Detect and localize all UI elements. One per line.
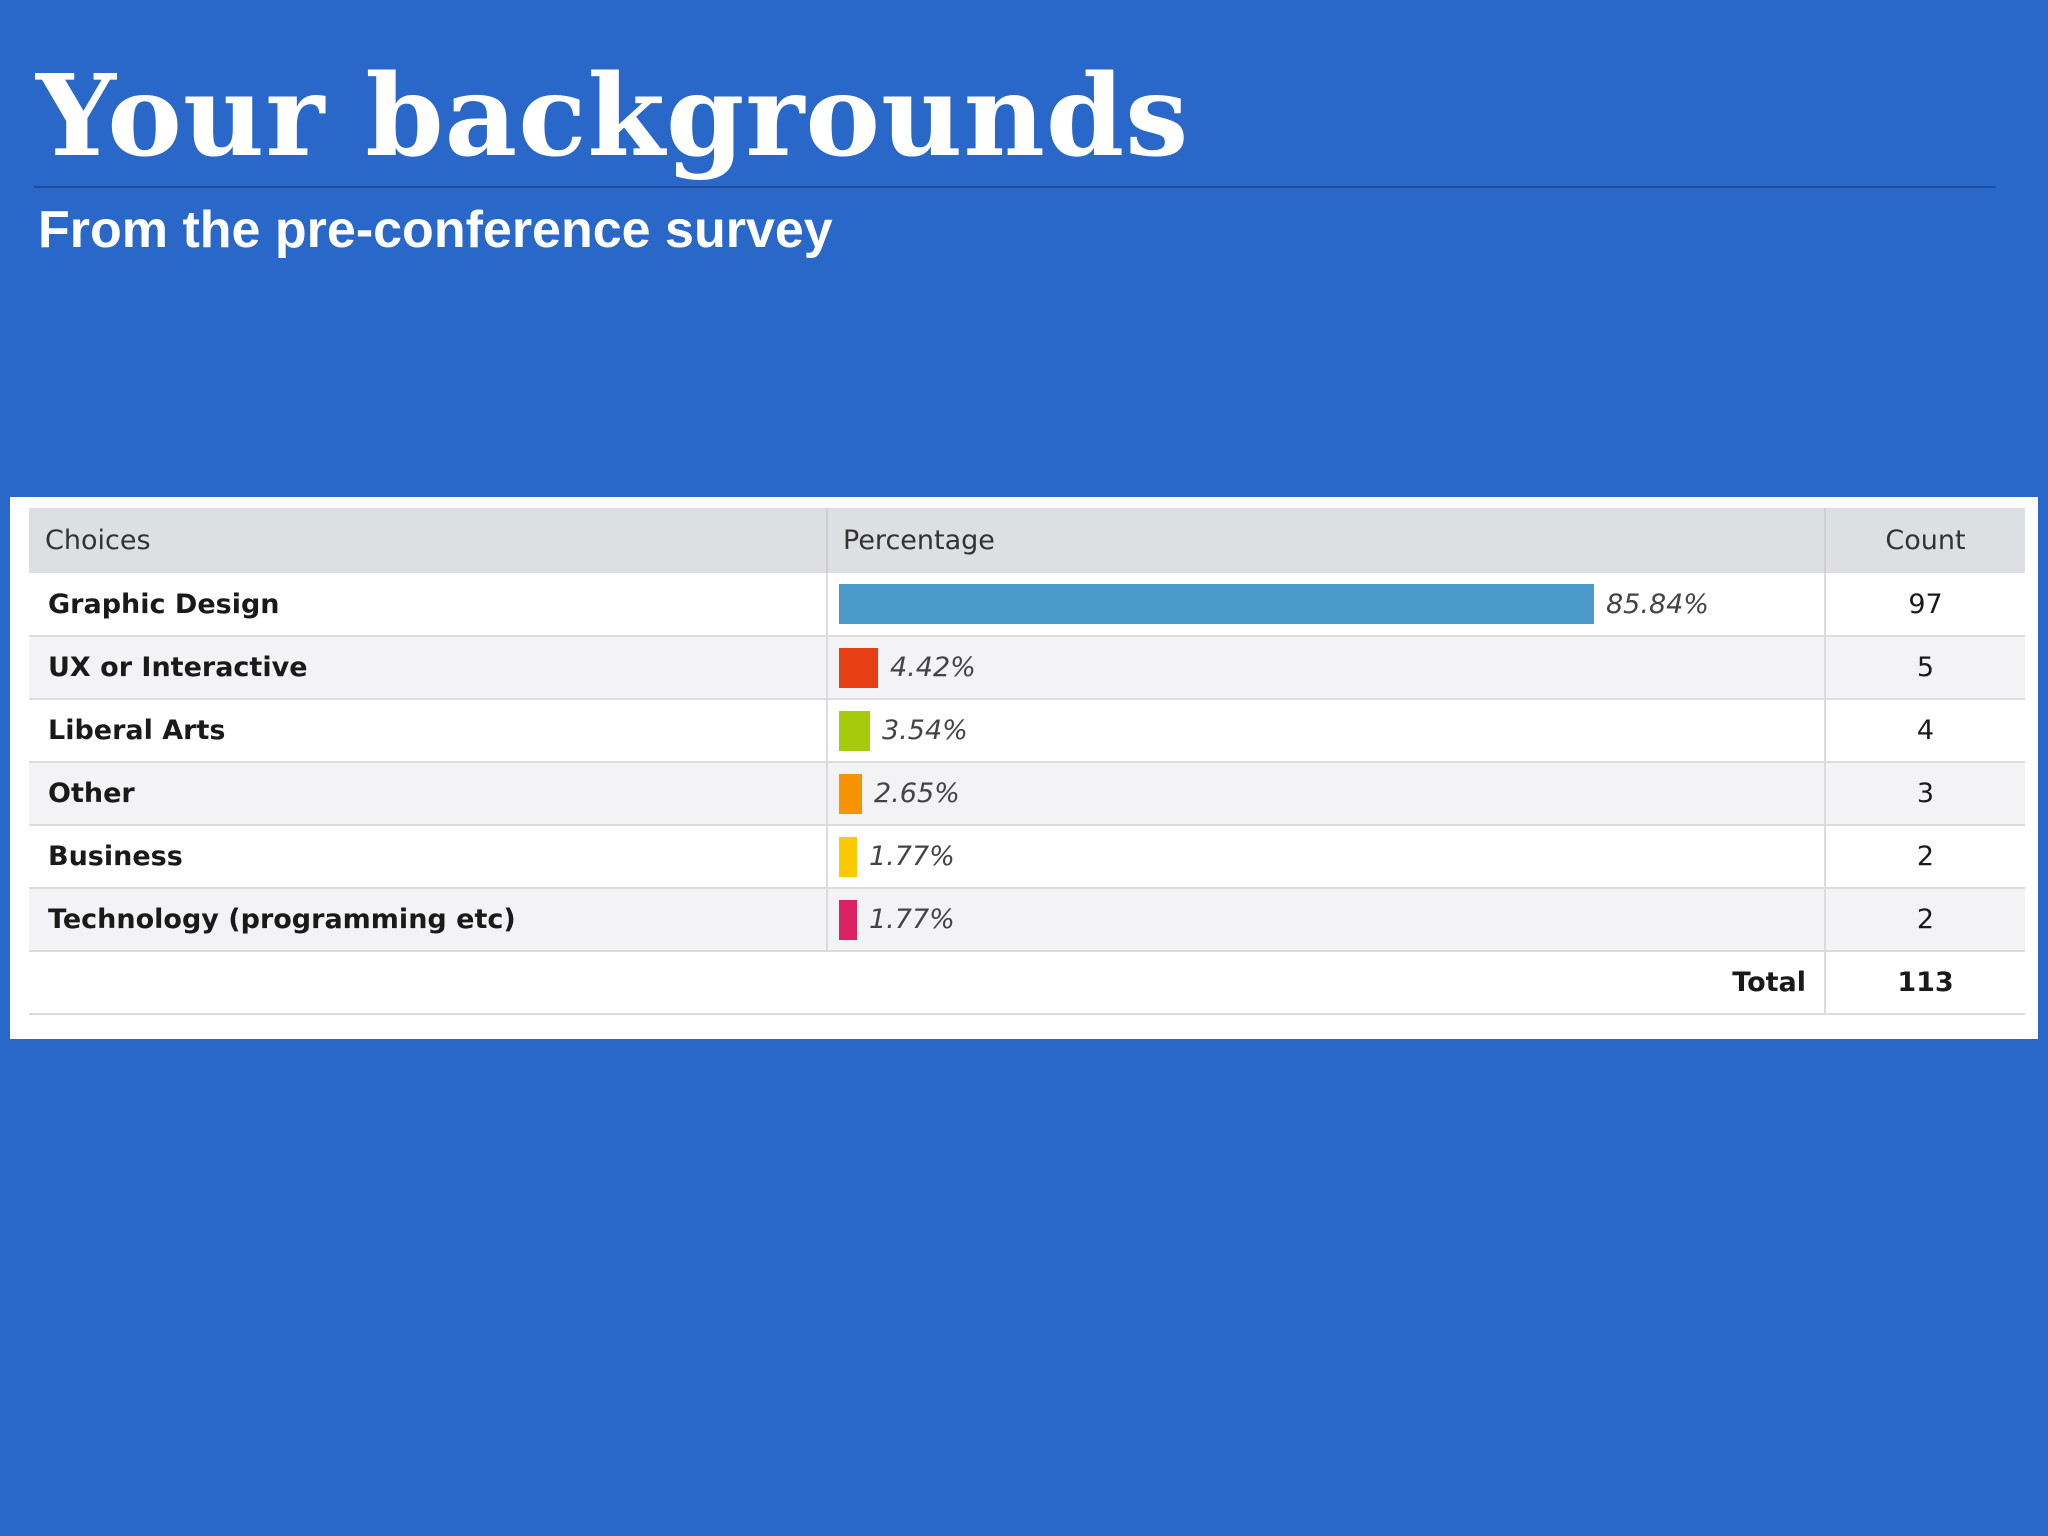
percentage-label: 2.65% — [874, 778, 960, 809]
percentage-label: 1.77% — [869, 841, 955, 872]
percentage-bar — [839, 647, 878, 688]
percentage-cell: 3.54% — [826, 699, 1825, 763]
percentage-bar-group: 3.54% — [839, 710, 1824, 751]
table-row: Business 1.77% 2 — [29, 825, 2025, 889]
header-percentage: Percentage — [826, 508, 1825, 573]
percentage-bar — [839, 773, 862, 814]
choice-label: Graphic Design — [29, 573, 827, 637]
percentage-bar-group: 85.84% — [839, 584, 1824, 624]
table-row: Other 2.65% 3 — [29, 762, 2025, 826]
percentage-label: 4.42% — [890, 652, 976, 683]
percentage-bar — [839, 899, 857, 940]
count-value: 4 — [1824, 699, 2025, 763]
percentage-bar — [839, 836, 857, 877]
percentage-cell: 2.65% — [826, 762, 1825, 826]
count-value: 2 — [1824, 825, 2025, 889]
table-row: Liberal Arts 3.54% 4 — [29, 699, 2025, 763]
table-row: Technology (programming etc) 1.77% 2 — [29, 888, 2025, 952]
percentage-bar — [839, 710, 870, 751]
survey-results-table: Choices Percentage Count Graphic Design 8… — [29, 508, 2025, 1015]
percentage-cell: 85.84% — [826, 573, 1825, 637]
percentage-label: 3.54% — [882, 715, 968, 746]
table-body: Graphic Design 85.84% 97 UX or Interactive 4… — [29, 573, 2025, 1015]
choice-label: Other — [29, 762, 827, 826]
header-choices: Choices — [29, 508, 827, 573]
total-value: 113 — [1824, 951, 2025, 1015]
choice-label: Technology (programming etc) — [29, 888, 827, 952]
slide-title: Your backgrounds — [36, 51, 1190, 182]
header-count: Count — [1824, 508, 2025, 573]
count-value: 2 — [1824, 888, 2025, 952]
percentage-bar-group: 1.77% — [839, 899, 1824, 940]
percentage-bar-group: 1.77% — [839, 836, 1824, 877]
percentage-cell: 1.77% — [826, 888, 1825, 952]
count-value: 97 — [1824, 573, 2025, 637]
percentage-label: 85.84% — [1606, 588, 1709, 620]
percentage-bar — [839, 584, 1594, 624]
total-label: Total — [29, 951, 1825, 1015]
count-value: 5 — [1824, 636, 2025, 700]
table-row: Graphic Design 85.84% 97 — [29, 573, 2025, 637]
table-header-row: Choices Percentage Count — [29, 508, 2025, 573]
percentage-bar-group: 2.65% — [839, 773, 1824, 814]
percentage-bar-group: 4.42% — [839, 647, 1824, 688]
percentage-cell: 1.77% — [826, 825, 1825, 889]
choice-label: UX or Interactive — [29, 636, 827, 700]
choice-label: Liberal Arts — [29, 699, 827, 763]
count-value: 3 — [1824, 762, 2025, 826]
slide-subtitle: From the pre-conference survey — [38, 201, 833, 259]
total-row: Total 113 — [29, 951, 2025, 1015]
choice-label: Business — [29, 825, 827, 889]
title-divider — [34, 186, 1996, 188]
survey-results-card: Choices Percentage Count Graphic Design 8… — [10, 497, 2038, 1039]
table-row: UX or Interactive 4.42% 5 — [29, 636, 2025, 700]
percentage-label: 1.77% — [869, 904, 955, 935]
percentage-cell: 4.42% — [826, 636, 1825, 700]
